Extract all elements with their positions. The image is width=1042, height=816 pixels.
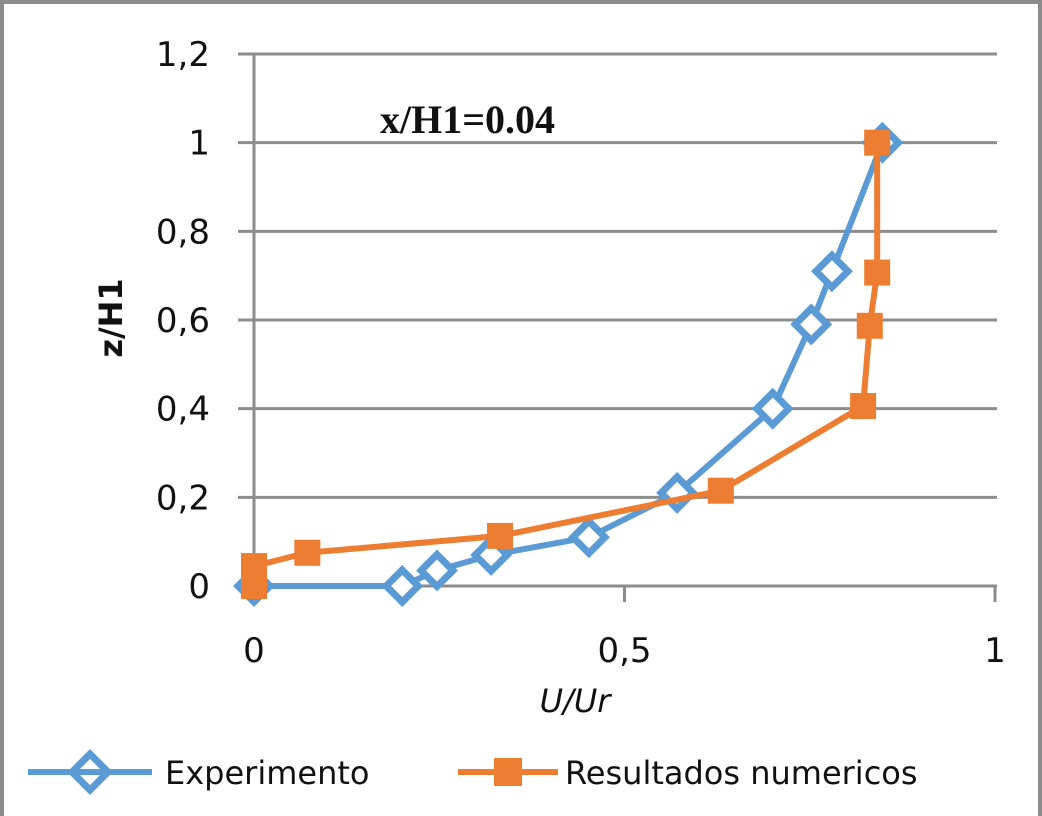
legend-label-resultados: Resultados numericos (565, 754, 918, 792)
square-marker-icon (494, 758, 522, 786)
data-point (850, 393, 877, 420)
series-resultados-numericos (241, 129, 891, 599)
y-axis-label: z/H1 (92, 278, 130, 357)
data-series (233, 121, 904, 607)
data-point (241, 553, 267, 580)
data-point (790, 303, 833, 346)
data-point (864, 259, 891, 286)
x-axis-label: U/Ur (540, 682, 613, 720)
y-tick-label: 1 (188, 124, 210, 164)
y-tick-label: 0 (188, 567, 210, 607)
legend-label-experimento: Experimento (165, 754, 369, 792)
data-point (416, 549, 458, 592)
data-point (864, 129, 891, 156)
y-tick-labels: 0 0,2 0,4 0,6 0,8 1 1,2 (156, 35, 210, 607)
y-tick-label: 0,6 (156, 301, 210, 341)
data-point (751, 387, 794, 430)
data-point (487, 522, 514, 549)
legend: Experimento Resultados numericos (28, 749, 918, 795)
legend-item-experimento: Experimento (28, 749, 369, 795)
series-experimento (233, 121, 904, 607)
x-tick-labels: 0 0,5 1 (243, 631, 1006, 671)
y-tick-label: 0,2 (156, 478, 210, 518)
data-point (381, 565, 424, 607)
x-tick-label: 1 (984, 631, 1006, 671)
gridlines (238, 52, 997, 499)
x-tick-label: 0,5 (597, 631, 651, 671)
data-point (856, 312, 883, 339)
y-tick-label: 0,8 (156, 212, 210, 252)
legend-item-resultados: Resultados numericos (458, 754, 918, 792)
data-point (811, 250, 853, 293)
y-tick-label: 1,2 (156, 35, 210, 75)
y-tick-label: 0,4 (156, 390, 210, 430)
annotation-label: x/H1=0.04 (380, 97, 555, 142)
data-point (567, 516, 610, 559)
data-point (294, 539, 321, 566)
data-point (707, 477, 734, 504)
diamond-marker-icon (67, 749, 113, 795)
x-tick-label: 0 (243, 631, 265, 671)
